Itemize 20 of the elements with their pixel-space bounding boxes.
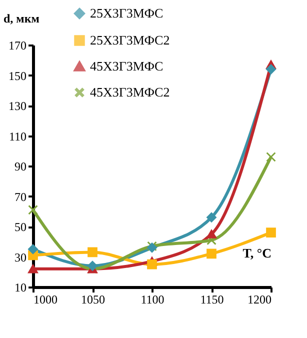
x-tick-label: 1100 (140, 292, 164, 306)
legend-label: 25Х3Г3МФС2 (90, 32, 170, 48)
y-tick-label: 90 (14, 160, 26, 174)
x-tick-label: 1050 (81, 292, 105, 306)
y-axis-title: d, мкм (4, 12, 40, 26)
y-tick-label: 150 (8, 68, 26, 83)
x-tick-label: 1000 (34, 292, 58, 306)
y-tick-label: 10 (14, 280, 26, 294)
y-tick-label: 50 (14, 220, 26, 234)
y-tick-label: 170 (8, 38, 26, 52)
legend-label: 45Х3Г3МФС2 (90, 84, 170, 100)
y-tick-label: 130 (8, 99, 26, 113)
legend-label: 45Х3Г3МФС (90, 58, 164, 74)
x-tick-label: 1150 (200, 292, 224, 306)
y-tick-label: 30 (14, 250, 26, 264)
x-tick-label: 1200 (248, 292, 272, 306)
y-tick-label: 110 (8, 129, 26, 144)
legend-label: 25Х3Г3МФС (90, 6, 164, 20)
y-tick-label: 70 (14, 190, 26, 204)
x-axis-title: T, °C (242, 246, 272, 260)
